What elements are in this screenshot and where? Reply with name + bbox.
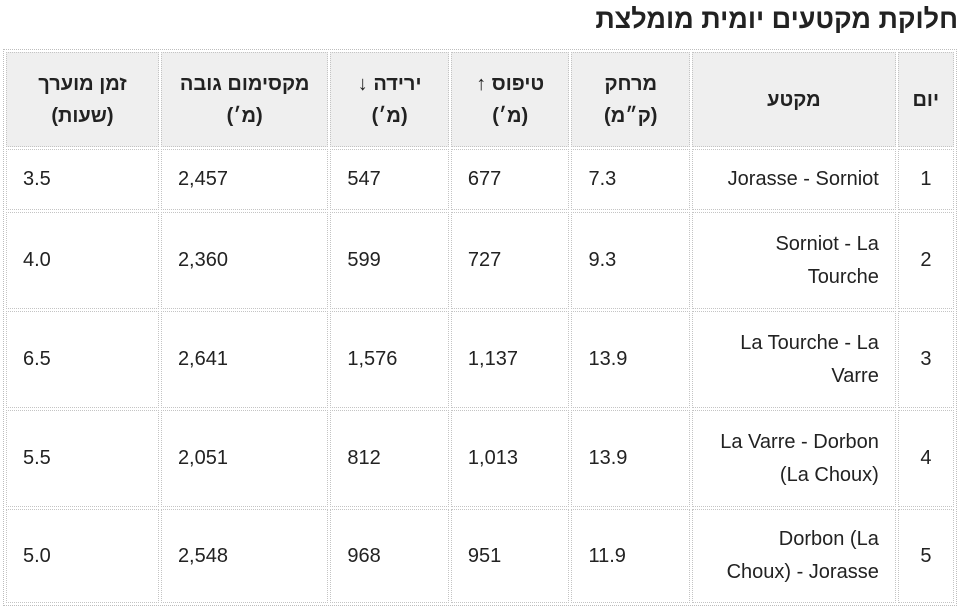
header-max-altitude-label: מקסימום גובה bbox=[179, 72, 310, 95]
header-est-time-label: זמן מוערך bbox=[38, 72, 127, 95]
segment-text: Dorbon (La Choux) - Jorasse bbox=[726, 528, 879, 583]
cell-ascent: 677 bbox=[450, 149, 570, 210]
segment-text: La Varre - Dorbon (La Choux) bbox=[720, 430, 879, 486]
cell-max-altitude: 2,457 bbox=[160, 149, 329, 210]
header-est-time: זמן מוערך (שעות) bbox=[6, 52, 159, 147]
segment-text: Jorasse - Sorniot bbox=[727, 168, 879, 190]
cell-day: 2 bbox=[897, 212, 954, 309]
cell-distance: 13.9 bbox=[571, 311, 691, 408]
cell-day: 4 bbox=[897, 410, 954, 507]
cell-distance: 13.9 bbox=[571, 410, 691, 507]
cell-descent: 812 bbox=[330, 410, 449, 507]
cell-distance: 7.3 bbox=[571, 149, 691, 210]
header-descent-unit: (מ׳) bbox=[371, 104, 408, 127]
cell-day: 1 bbox=[897, 149, 954, 210]
cell-ascent: 1,013 bbox=[450, 410, 570, 507]
header-max-altitude: מקסימום גובה (מ׳) bbox=[160, 52, 329, 147]
cell-est-time: 4.0 bbox=[6, 212, 159, 309]
daily-segments-table: יום מקטע מרחק (ק״מ) טיפוס ↑ (מ׳) ירידה ↓… bbox=[3, 49, 957, 606]
cell-descent: 1,576 bbox=[330, 311, 449, 408]
table-row: 4 La Varre - Dorbon (La Choux) 13.9 1,01… bbox=[6, 410, 954, 507]
header-descent: ירידה ↓ (מ׳) bbox=[330, 52, 449, 147]
header-distance-label: מרחק bbox=[604, 72, 657, 95]
cell-segment: Dorbon (La Choux) - Jorasse bbox=[692, 509, 896, 603]
cell-ascent: 951 bbox=[450, 509, 570, 603]
header-max-altitude-unit: (מ׳) bbox=[226, 104, 263, 127]
header-distance: מרחק (ק״מ) bbox=[571, 52, 691, 147]
cell-day: 5 bbox=[897, 509, 954, 603]
cell-segment: La Tourche - La Varre bbox=[692, 311, 896, 408]
cell-day: 3 bbox=[897, 311, 954, 408]
table-header-row: יום מקטע מרחק (ק״מ) טיפוס ↑ (מ׳) ירידה ↓… bbox=[6, 52, 954, 147]
segment-text: La Tourche - La Varre bbox=[740, 331, 879, 387]
table-row: 3 La Tourche - La Varre 13.9 1,137 1,576… bbox=[6, 311, 954, 408]
cell-segment: La Varre - Dorbon (La Choux) bbox=[692, 410, 896, 507]
cell-descent: 968 bbox=[330, 509, 449, 603]
cell-descent: 599 bbox=[330, 212, 449, 309]
cell-est-time: 5.0 bbox=[6, 509, 159, 603]
header-distance-unit: (ק״מ) bbox=[604, 104, 658, 127]
header-segment: מקטע bbox=[692, 52, 896, 147]
page-title: חלוקת מקטעים יומית מומלצת bbox=[595, 4, 958, 34]
header-day: יום bbox=[897, 52, 954, 147]
header-ascent-unit: (מ׳) bbox=[492, 104, 529, 127]
cell-max-altitude: 2,641 bbox=[160, 311, 329, 408]
cell-ascent: 1,137 bbox=[450, 311, 570, 408]
header-ascent: טיפוס ↑ (מ׳) bbox=[450, 52, 570, 147]
cell-segment: Jorasse - Sorniot bbox=[692, 149, 896, 210]
table-row: 1 Jorasse - Sorniot 7.3 677 547 2,457 3.… bbox=[6, 149, 954, 210]
cell-distance: 9.3 bbox=[571, 212, 691, 309]
header-ascent-label: טיפוס ↑ bbox=[476, 72, 545, 95]
cell-ascent: 727 bbox=[450, 212, 570, 309]
header-descent-label: ירידה ↓ bbox=[357, 72, 422, 95]
cell-max-altitude: 2,360 bbox=[160, 212, 329, 309]
cell-max-altitude: 2,051 bbox=[160, 410, 329, 507]
segment-text: Sorniot - La Tourche bbox=[775, 232, 879, 288]
header-est-time-unit: (שעות) bbox=[51, 104, 114, 127]
cell-est-time: 6.5 bbox=[6, 311, 159, 408]
cell-est-time: 3.5 bbox=[6, 149, 159, 210]
cell-descent: 547 bbox=[330, 149, 449, 210]
cell-distance: 11.9 bbox=[571, 509, 691, 603]
cell-max-altitude: 2,548 bbox=[160, 509, 329, 603]
cell-est-time: 5.5 bbox=[6, 410, 159, 507]
table-row: 5 Dorbon (La Choux) - Jorasse 11.9 951 9… bbox=[6, 509, 954, 603]
table-row: 2 Sorniot - La Tourche 9.3 727 599 2,360… bbox=[6, 212, 954, 309]
cell-segment: Sorniot - La Tourche bbox=[692, 212, 896, 309]
